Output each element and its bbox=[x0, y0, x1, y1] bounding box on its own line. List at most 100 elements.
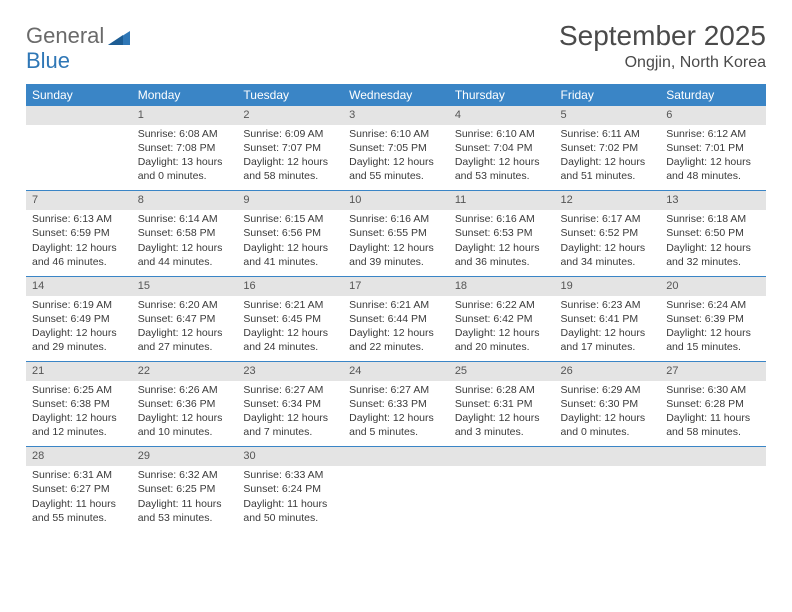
day-number-row: 123456 bbox=[26, 106, 766, 125]
day-content-row: Sunrise: 6:31 AMSunset: 6:27 PMDaylight:… bbox=[26, 466, 766, 532]
day-number: 12 bbox=[555, 191, 661, 210]
sunset-text: Sunset: 6:33 PM bbox=[349, 397, 443, 411]
weekday-header: Friday bbox=[555, 84, 661, 106]
day-number: 21 bbox=[26, 362, 132, 381]
daylight-text: Daylight: 12 hours and 39 minutes. bbox=[349, 241, 443, 269]
sunset-text: Sunset: 6:49 PM bbox=[32, 312, 126, 326]
day-cell: Sunrise: 6:08 AMSunset: 7:08 PMDaylight:… bbox=[132, 125, 238, 191]
day-number: 24 bbox=[343, 362, 449, 381]
sunrise-text: Sunrise: 6:08 AM bbox=[138, 127, 232, 141]
day-number-row: 14151617181920 bbox=[26, 276, 766, 295]
sunrise-text: Sunrise: 6:21 AM bbox=[243, 298, 337, 312]
day-number-row: 21222324252627 bbox=[26, 362, 766, 381]
sunset-text: Sunset: 7:07 PM bbox=[243, 141, 337, 155]
daylight-text: Daylight: 11 hours and 55 minutes. bbox=[32, 497, 126, 525]
daylight-text: Daylight: 12 hours and 51 minutes. bbox=[561, 155, 655, 183]
day-cell: Sunrise: 6:27 AMSunset: 6:34 PMDaylight:… bbox=[237, 381, 343, 447]
sunrise-text: Sunrise: 6:19 AM bbox=[32, 298, 126, 312]
header: GeneralBlue September 2025 Ongjin, North… bbox=[26, 20, 766, 72]
day-cell: Sunrise: 6:13 AMSunset: 6:59 PMDaylight:… bbox=[26, 210, 132, 276]
weekday-header: Monday bbox=[132, 84, 238, 106]
sunset-text: Sunset: 6:36 PM bbox=[138, 397, 232, 411]
sunrise-text: Sunrise: 6:22 AM bbox=[455, 298, 549, 312]
day-number: 29 bbox=[132, 447, 238, 466]
day-cell: Sunrise: 6:14 AMSunset: 6:58 PMDaylight:… bbox=[132, 210, 238, 276]
daylight-text: Daylight: 12 hours and 27 minutes. bbox=[138, 326, 232, 354]
day-cell: Sunrise: 6:09 AMSunset: 7:07 PMDaylight:… bbox=[237, 125, 343, 191]
daylight-text: Daylight: 12 hours and 46 minutes. bbox=[32, 241, 126, 269]
sunrise-text: Sunrise: 6:23 AM bbox=[561, 298, 655, 312]
day-number bbox=[449, 447, 555, 466]
daylight-text: Daylight: 12 hours and 48 minutes. bbox=[666, 155, 760, 183]
logo-triangle-icon bbox=[108, 26, 130, 49]
daylight-text: Daylight: 11 hours and 50 minutes. bbox=[243, 497, 337, 525]
daylight-text: Daylight: 12 hours and 53 minutes. bbox=[455, 155, 549, 183]
day-cell: Sunrise: 6:23 AMSunset: 6:41 PMDaylight:… bbox=[555, 296, 661, 362]
day-number: 6 bbox=[660, 106, 766, 125]
day-number: 9 bbox=[237, 191, 343, 210]
sunset-text: Sunset: 7:02 PM bbox=[561, 141, 655, 155]
daylight-text: Daylight: 12 hours and 24 minutes. bbox=[243, 326, 337, 354]
daylight-text: Daylight: 12 hours and 3 minutes. bbox=[455, 411, 549, 439]
day-number: 8 bbox=[132, 191, 238, 210]
sunrise-text: Sunrise: 6:13 AM bbox=[32, 212, 126, 226]
sunrise-text: Sunrise: 6:16 AM bbox=[455, 212, 549, 226]
daylight-text: Daylight: 13 hours and 0 minutes. bbox=[138, 155, 232, 183]
day-number-row: 78910111213 bbox=[26, 191, 766, 210]
day-number: 19 bbox=[555, 276, 661, 295]
sunset-text: Sunset: 6:50 PM bbox=[666, 226, 760, 240]
day-cell bbox=[343, 466, 449, 532]
day-cell: Sunrise: 6:22 AMSunset: 6:42 PMDaylight:… bbox=[449, 296, 555, 362]
sunset-text: Sunset: 6:42 PM bbox=[455, 312, 549, 326]
day-number: 28 bbox=[26, 447, 132, 466]
sunset-text: Sunset: 6:24 PM bbox=[243, 482, 337, 496]
sunrise-text: Sunrise: 6:31 AM bbox=[32, 468, 126, 482]
sunrise-text: Sunrise: 6:09 AM bbox=[243, 127, 337, 141]
day-cell bbox=[449, 466, 555, 532]
sunset-text: Sunset: 6:31 PM bbox=[455, 397, 549, 411]
day-cell: Sunrise: 6:28 AMSunset: 6:31 PMDaylight:… bbox=[449, 381, 555, 447]
day-number: 5 bbox=[555, 106, 661, 125]
calendar-table: Sunday Monday Tuesday Wednesday Thursday… bbox=[26, 84, 766, 532]
daylight-text: Daylight: 12 hours and 41 minutes. bbox=[243, 241, 337, 269]
daylight-text: Daylight: 12 hours and 44 minutes. bbox=[138, 241, 232, 269]
day-number: 3 bbox=[343, 106, 449, 125]
sunset-text: Sunset: 6:27 PM bbox=[32, 482, 126, 496]
sunset-text: Sunset: 6:34 PM bbox=[243, 397, 337, 411]
day-cell: Sunrise: 6:33 AMSunset: 6:24 PMDaylight:… bbox=[237, 466, 343, 532]
weekday-header-row: Sunday Monday Tuesday Wednesday Thursday… bbox=[26, 84, 766, 106]
sunrise-text: Sunrise: 6:30 AM bbox=[666, 383, 760, 397]
sunset-text: Sunset: 6:30 PM bbox=[561, 397, 655, 411]
day-cell: Sunrise: 6:31 AMSunset: 6:27 PMDaylight:… bbox=[26, 466, 132, 532]
sunset-text: Sunset: 6:44 PM bbox=[349, 312, 443, 326]
day-cell: Sunrise: 6:26 AMSunset: 6:36 PMDaylight:… bbox=[132, 381, 238, 447]
day-cell: Sunrise: 6:15 AMSunset: 6:56 PMDaylight:… bbox=[237, 210, 343, 276]
daylight-text: Daylight: 11 hours and 58 minutes. bbox=[666, 411, 760, 439]
daylight-text: Daylight: 12 hours and 29 minutes. bbox=[32, 326, 126, 354]
day-cell bbox=[660, 466, 766, 532]
daylight-text: Daylight: 12 hours and 7 minutes. bbox=[243, 411, 337, 439]
sunset-text: Sunset: 7:04 PM bbox=[455, 141, 549, 155]
day-cell: Sunrise: 6:27 AMSunset: 6:33 PMDaylight:… bbox=[343, 381, 449, 447]
sunrise-text: Sunrise: 6:17 AM bbox=[561, 212, 655, 226]
day-content-row: Sunrise: 6:08 AMSunset: 7:08 PMDaylight:… bbox=[26, 125, 766, 191]
day-cell: Sunrise: 6:30 AMSunset: 6:28 PMDaylight:… bbox=[660, 381, 766, 447]
day-number: 16 bbox=[237, 276, 343, 295]
daylight-text: Daylight: 12 hours and 58 minutes. bbox=[243, 155, 337, 183]
day-content-row: Sunrise: 6:25 AMSunset: 6:38 PMDaylight:… bbox=[26, 381, 766, 447]
title-block: September 2025 Ongjin, North Korea bbox=[559, 20, 766, 72]
daylight-text: Daylight: 12 hours and 36 minutes. bbox=[455, 241, 549, 269]
sunrise-text: Sunrise: 6:10 AM bbox=[455, 127, 549, 141]
daylight-text: Daylight: 12 hours and 32 minutes. bbox=[666, 241, 760, 269]
day-number: 10 bbox=[343, 191, 449, 210]
day-cell: Sunrise: 6:19 AMSunset: 6:49 PMDaylight:… bbox=[26, 296, 132, 362]
day-cell: Sunrise: 6:10 AMSunset: 7:04 PMDaylight:… bbox=[449, 125, 555, 191]
day-content-row: Sunrise: 6:13 AMSunset: 6:59 PMDaylight:… bbox=[26, 210, 766, 276]
day-number: 7 bbox=[26, 191, 132, 210]
day-number: 20 bbox=[660, 276, 766, 295]
day-number: 11 bbox=[449, 191, 555, 210]
sunrise-text: Sunrise: 6:25 AM bbox=[32, 383, 126, 397]
sunrise-text: Sunrise: 6:24 AM bbox=[666, 298, 760, 312]
logo: GeneralBlue bbox=[26, 24, 130, 72]
day-number: 15 bbox=[132, 276, 238, 295]
